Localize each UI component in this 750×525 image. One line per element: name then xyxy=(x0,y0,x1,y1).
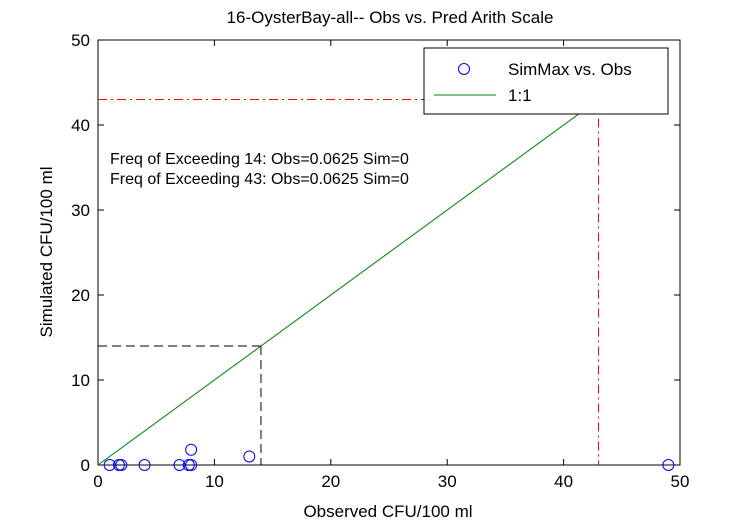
y-tick-label: 30 xyxy=(71,201,90,220)
legend-label-simmax: SimMax vs. Obs xyxy=(508,60,632,79)
chart-title: 16-OysterBay-all-- Obs vs. Pred Arith Sc… xyxy=(227,8,554,27)
scatter-point xyxy=(173,459,186,471)
annotation-text: Freq of Exceeding 14: Obs=0.0625 Sim=0 xyxy=(110,151,409,168)
scatter-point xyxy=(138,459,151,471)
y-tick-label: 40 xyxy=(71,116,90,135)
legend-label-one-to-one: 1:1 xyxy=(508,86,532,105)
x-tick-label: 30 xyxy=(438,472,457,491)
scatter-point xyxy=(243,450,256,463)
legend-box xyxy=(423,47,669,115)
x-tick-label: 20 xyxy=(321,472,340,491)
scatter-point xyxy=(115,459,128,471)
x-tick-label: 40 xyxy=(554,472,573,491)
scatter-point xyxy=(185,443,198,456)
x-tick-label: 0 xyxy=(93,472,102,491)
y-tick-label: 10 xyxy=(71,371,90,390)
x-tick-label: 10 xyxy=(205,472,224,491)
x-tick-label: 50 xyxy=(671,472,690,491)
axes-box xyxy=(97,39,681,466)
y-tick-label: 0 xyxy=(81,456,90,475)
one-to-one-line xyxy=(97,48,669,466)
scatter-point xyxy=(662,459,675,471)
y-axis-label: Simulated CFU/100 ml xyxy=(37,166,56,337)
scatter-point xyxy=(103,459,116,471)
y-tick-label: 20 xyxy=(71,286,90,305)
x-axis-label: Observed CFU/100 ml xyxy=(303,502,472,521)
scatter-point xyxy=(185,459,198,471)
y-tick-label: 50 xyxy=(71,31,90,50)
plot-area: 0 10 20 30 40 50 0 10 20 30 40 50 Freq of Exceeding … xyxy=(71,31,689,491)
annotation-text: Freq of Exceeding 43: Obs=0.0625 Sim=0 xyxy=(110,171,409,188)
legend-marker-simmax xyxy=(458,63,470,75)
